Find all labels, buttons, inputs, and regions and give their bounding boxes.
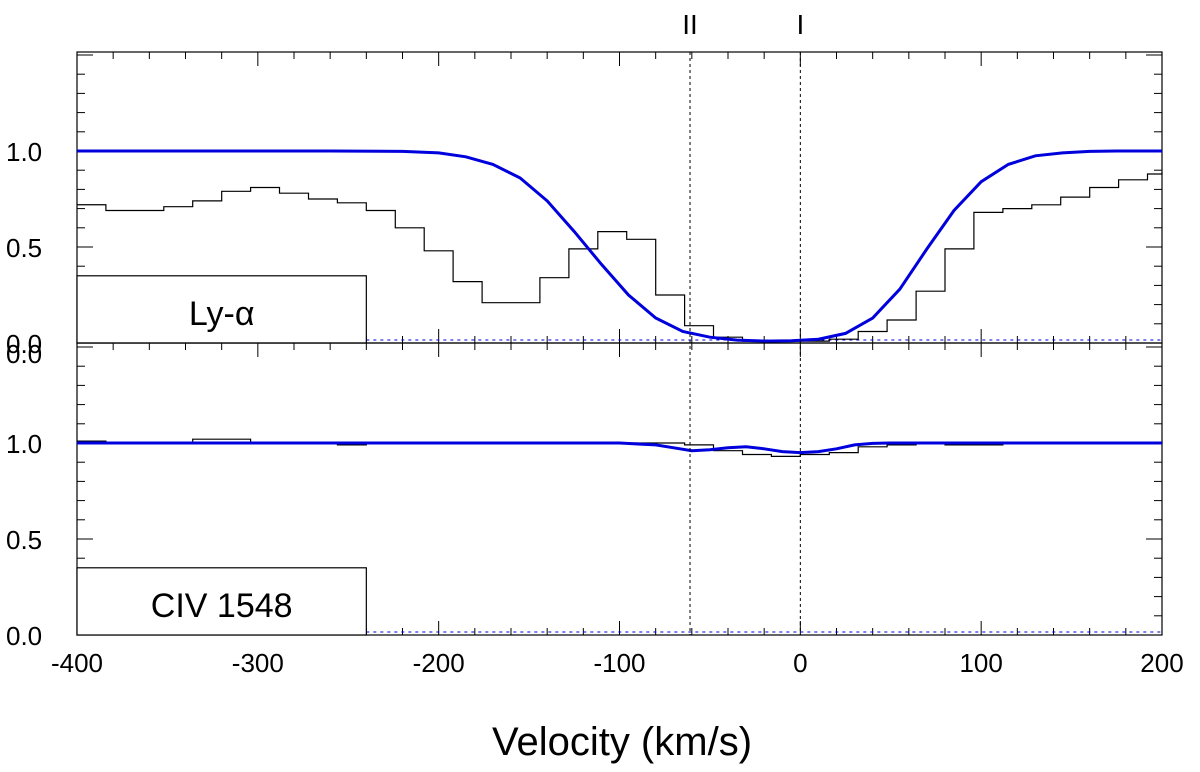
panel-label: CIV 1548	[151, 587, 293, 625]
panel-label: Ly-α	[189, 295, 255, 333]
y-tick-label: 0.0	[6, 339, 42, 369]
data-spectrum-step	[77, 172, 1163, 342]
x-tick-label: 100	[959, 648, 1002, 678]
y-tick-label: 0.5	[6, 525, 42, 555]
x-tick-label: -200	[413, 648, 465, 678]
model-fit-curve	[77, 149, 1162, 343]
x-tick-label: -300	[232, 648, 284, 678]
model-fit-curve	[77, 441, 1162, 455]
panel-top: 0.0 0.5 1.0 Ly-α	[6, 51, 1163, 359]
x-tick-label: -400	[51, 648, 103, 678]
y-tick-label: 0.0	[6, 329, 42, 359]
panel-label-box	[76, 275, 367, 344]
x-tick-label: 200	[1140, 648, 1183, 678]
x-tick-label: 0	[793, 648, 807, 678]
panel-bottom: 0.0 0.5 1.0 0.0 CIV 1548 -400 -300 -200 -100 0 100…	[6, 339, 1184, 678]
x-tick-label: -100	[593, 648, 645, 678]
panel-label-box	[76, 567, 367, 636]
component-label-I: I	[796, 9, 804, 40]
y-tick-label: 0.5	[6, 233, 42, 263]
y-tick-label: 1.0	[6, 137, 42, 167]
x-axis-title: Velocity (km/s)	[492, 720, 752, 764]
y-tick-label: 0.0	[6, 621, 42, 651]
y-tick-label: 1.0	[6, 429, 42, 459]
component-label-II: II	[682, 9, 698, 40]
